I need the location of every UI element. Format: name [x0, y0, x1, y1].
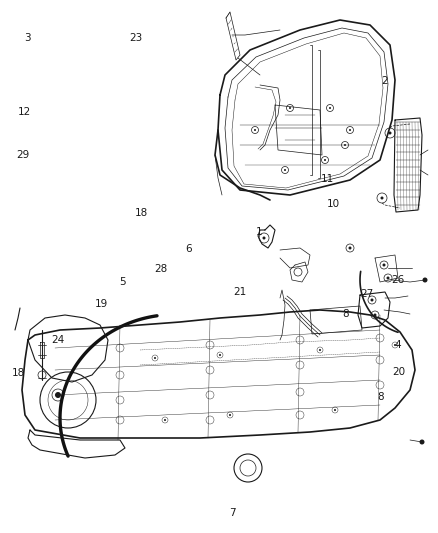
Text: 28: 28 [155, 264, 168, 274]
Circle shape [324, 159, 326, 161]
Circle shape [329, 107, 331, 109]
Text: 8: 8 [377, 392, 384, 401]
Text: 8: 8 [343, 310, 350, 319]
Circle shape [423, 278, 427, 282]
Circle shape [389, 132, 392, 134]
Circle shape [344, 144, 346, 146]
Text: 19: 19 [95, 299, 108, 309]
Circle shape [381, 197, 384, 199]
Circle shape [55, 392, 61, 398]
Text: 18: 18 [12, 368, 25, 378]
Text: 20: 20 [392, 367, 405, 377]
Text: 7: 7 [229, 508, 236, 518]
Circle shape [334, 409, 336, 411]
Circle shape [386, 277, 389, 279]
Circle shape [319, 349, 321, 351]
Text: 27: 27 [360, 289, 374, 299]
Text: 4: 4 [394, 340, 401, 350]
Circle shape [289, 107, 291, 109]
Text: 1: 1 [256, 227, 263, 237]
Text: 24: 24 [51, 335, 64, 345]
Text: 6: 6 [185, 245, 192, 254]
Text: 21: 21 [233, 287, 247, 297]
Circle shape [349, 129, 351, 131]
Circle shape [164, 419, 166, 421]
Circle shape [420, 440, 424, 445]
Text: 11: 11 [321, 174, 334, 183]
Text: 23: 23 [129, 34, 142, 43]
Text: 12: 12 [18, 107, 31, 117]
Circle shape [262, 237, 265, 239]
Circle shape [229, 414, 231, 416]
Circle shape [394, 344, 396, 346]
Circle shape [254, 129, 256, 131]
Text: 5: 5 [119, 278, 126, 287]
Text: 3: 3 [24, 34, 31, 43]
Text: 10: 10 [327, 199, 340, 208]
Circle shape [382, 263, 385, 266]
Text: 29: 29 [16, 150, 29, 159]
Text: 26: 26 [391, 276, 404, 285]
Text: 18: 18 [134, 208, 148, 218]
Circle shape [219, 354, 221, 356]
Circle shape [371, 298, 374, 302]
Circle shape [349, 246, 352, 249]
Circle shape [284, 169, 286, 171]
Circle shape [374, 313, 377, 317]
Text: 2: 2 [381, 76, 388, 86]
Circle shape [154, 357, 156, 359]
